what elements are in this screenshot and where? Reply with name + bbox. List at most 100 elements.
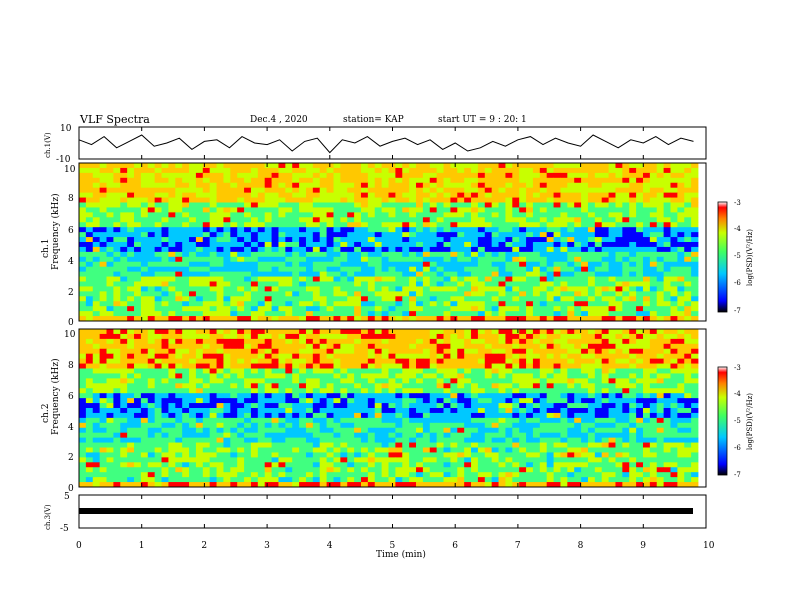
spectrogram-cell xyxy=(553,437,561,443)
spectrogram-cell xyxy=(99,403,107,409)
spectrogram-cell xyxy=(498,329,506,335)
spectrogram-cell xyxy=(526,271,534,277)
spectrogram-cell xyxy=(636,276,644,282)
spectrogram-cell xyxy=(629,212,637,218)
spectrogram-cell xyxy=(271,237,279,243)
spectrogram-cell xyxy=(79,338,87,345)
spectrogram-cell xyxy=(567,398,575,404)
spectrogram-cell xyxy=(230,256,238,263)
spectrogram-cell xyxy=(147,398,156,404)
spectrogram-cell xyxy=(202,338,211,345)
spectrogram-cell xyxy=(450,187,458,194)
spectrogram-cell xyxy=(553,363,561,369)
spectrogram-cell xyxy=(553,281,561,287)
spectrogram-cell xyxy=(175,353,183,360)
spectrogram-cell xyxy=(629,432,637,439)
spectrogram-cell xyxy=(581,227,589,233)
spectrogram-cell xyxy=(175,393,183,399)
spectrogram-cell xyxy=(216,207,224,213)
spectrogram-cell xyxy=(477,276,486,282)
spectrogram-cell xyxy=(312,432,321,439)
spectrogram-cell xyxy=(484,437,493,443)
spectrogram-cell xyxy=(505,417,513,424)
spectrogram-cell xyxy=(161,202,169,208)
spectrogram-cell xyxy=(216,338,224,345)
spectrogram-cell xyxy=(539,212,548,218)
spectrogram-cell xyxy=(587,197,596,203)
spectrogram-cell xyxy=(340,232,348,238)
spectrogram-cell xyxy=(195,232,204,238)
spectrogram-cell xyxy=(594,301,603,307)
spectrogram-cell xyxy=(677,217,685,223)
spectrogram-cell xyxy=(264,398,272,404)
spectrogram-cell xyxy=(526,291,534,297)
spectrogram-cell xyxy=(99,172,107,179)
spectrogram-cell xyxy=(684,271,692,277)
spectrogram-cell xyxy=(189,212,197,218)
spectrogram-cell xyxy=(622,291,630,297)
spectrogram-cell xyxy=(519,338,527,345)
spectrogram-cell xyxy=(230,177,238,184)
spectrogram-cell xyxy=(134,432,142,439)
spectrogram-cell xyxy=(292,246,300,253)
spectrogram-cell xyxy=(560,192,568,198)
spectrogram-cell xyxy=(409,393,417,399)
spectrogram-cell xyxy=(546,432,554,439)
spectrogram-cell xyxy=(312,266,321,273)
spectrogram-cell xyxy=(670,251,678,258)
spectrogram-cell xyxy=(546,212,554,218)
spectrogram-cell xyxy=(79,437,87,443)
spectrogram-cell xyxy=(168,442,176,448)
spectrogram-cell xyxy=(312,251,321,258)
spectrogram-cell xyxy=(326,172,334,179)
spectrogram-cell xyxy=(209,388,217,394)
spectrogram-cell xyxy=(250,353,259,360)
spectrogram-cell xyxy=(574,306,582,312)
spectrogram-cell xyxy=(594,408,603,414)
spectrogram-cell xyxy=(422,163,431,169)
spectrogram-cell xyxy=(491,192,499,198)
spectrogram-cell xyxy=(374,388,383,394)
spectrogram-cell xyxy=(691,348,699,355)
spectrogram-cell xyxy=(113,281,121,287)
spectrogram-cell xyxy=(202,246,211,253)
spectrogram-cell xyxy=(223,192,231,198)
spectrogram-cell xyxy=(354,373,362,379)
spectrogram-cell xyxy=(622,271,630,277)
spectrogram-cell xyxy=(285,388,293,394)
spectrogram-cell xyxy=(560,187,568,194)
spectrogram-cell xyxy=(622,276,630,282)
spectrogram-cell xyxy=(587,222,596,228)
spectrogram-cell xyxy=(113,202,121,208)
spectrogram-cell xyxy=(429,329,438,335)
spectrogram-cell xyxy=(436,246,444,253)
spectrogram-cell xyxy=(292,378,300,384)
spectrogram-cell xyxy=(85,187,94,194)
spectrogram-cell xyxy=(464,358,472,364)
spectrogram-cell xyxy=(140,311,149,317)
spectrogram-cell xyxy=(223,373,231,379)
spectrogram-cell xyxy=(656,242,665,248)
spectrogram-cell xyxy=(587,343,596,350)
spectrogram-cell xyxy=(79,192,87,198)
spectrogram-cell xyxy=(388,177,396,184)
spectrogram-cell xyxy=(209,306,217,312)
spectrogram-cell xyxy=(175,338,183,345)
spectrogram-cell xyxy=(202,437,211,443)
spectrogram-cell xyxy=(560,271,568,277)
spectrogram-cell xyxy=(209,437,217,443)
spectrogram-cell xyxy=(505,316,513,322)
spectrogram-cell xyxy=(402,296,410,302)
spectrogram-cell xyxy=(677,412,685,419)
spectrogram-cell xyxy=(182,232,190,238)
spectrogram-cell xyxy=(429,388,438,394)
spectrogram-cell xyxy=(99,271,107,277)
spectrogram-cell xyxy=(436,276,444,282)
spectrogram-cell xyxy=(271,373,279,379)
spectrogram-cell xyxy=(347,192,355,198)
spectrogram-cell xyxy=(223,301,231,307)
spectrogram-cell xyxy=(519,237,527,243)
spectrogram-cell xyxy=(512,329,520,335)
spectrogram-cell xyxy=(381,192,389,198)
spectrogram-cell xyxy=(381,167,389,174)
